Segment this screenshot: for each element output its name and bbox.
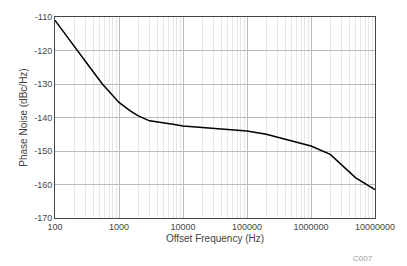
svg-text:-130: -130 [34,79,52,89]
svg-text:Offset Frequency (Hz): Offset Frequency (Hz) [166,233,264,244]
svg-text:10000: 10000 [170,222,195,232]
svg-text:-120: -120 [34,46,52,56]
svg-text:-160: -160 [34,180,52,190]
svg-text:Phase Noise (dBc/Hz): Phase Noise (dBc/Hz) [18,68,29,166]
svg-text:10000000: 10000000 [355,222,395,232]
svg-text:1000000: 1000000 [293,222,328,232]
svg-text:100: 100 [47,222,62,232]
svg-text:1000: 1000 [109,222,129,232]
svg-text:-140: -140 [34,113,52,123]
svg-text:-150: -150 [34,146,52,156]
svg-text:-170: -170 [34,213,52,223]
svg-text:100000: 100000 [232,222,262,232]
svg-text:C007: C007 [353,254,373,263]
svg-text:-110: -110 [35,12,52,22]
